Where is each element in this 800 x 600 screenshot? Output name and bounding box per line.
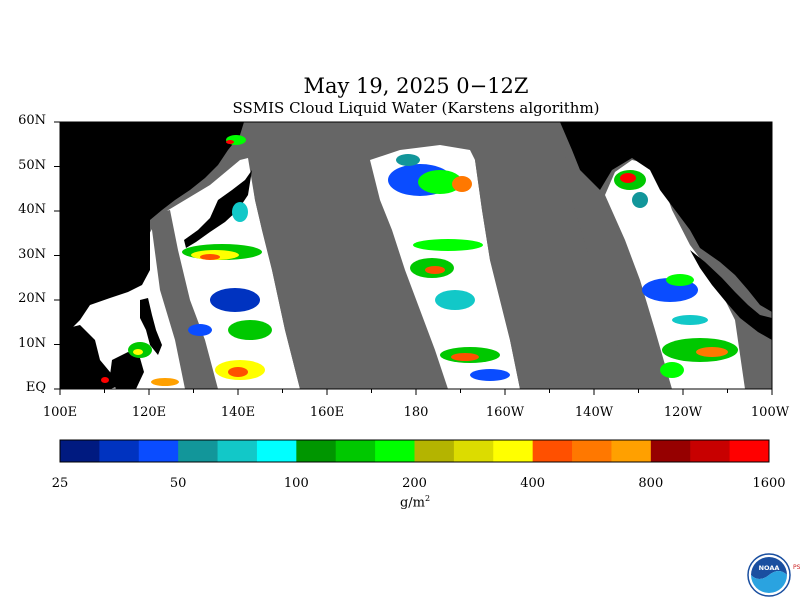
colorbar-swatch [453, 440, 494, 462]
latitude-label: 20N [18, 291, 46, 306]
colorbar-swatch [414, 440, 455, 462]
colorbar-unit: g/m2 [399, 494, 431, 511]
colorbar-swatch [178, 440, 219, 462]
data-gap [244, 122, 395, 389]
colorbar-swatch [60, 440, 100, 462]
noaa-logo-icon: NOAA [747, 553, 791, 597]
latitude-label: 40N [18, 202, 46, 217]
map-title: May 19, 2025 0−12Z [303, 74, 529, 98]
longitude-label: 140W [574, 405, 614, 420]
longitude-label: 180 [403, 405, 429, 420]
data-gap [470, 122, 630, 389]
data-gap [150, 210, 218, 389]
longitude-label: 120W [663, 405, 703, 420]
land-indochina [60, 325, 122, 389]
latitude-label: 30N [18, 246, 46, 262]
colorbar-swatch [335, 440, 376, 462]
cloud-water-field [101, 135, 738, 386]
latitude-label: EQ [25, 380, 46, 395]
colorbar-swatch [375, 440, 415, 462]
latitude-label: 60N [18, 113, 46, 128]
colorbar-swatch [532, 440, 573, 462]
colorbar-label: 50 [169, 476, 187, 491]
colorbar-swatch [650, 440, 691, 462]
longitude-label: 140E [220, 405, 256, 420]
colorbar-swatch [99, 440, 140, 462]
map-subtitle: SSMIS Cloud Liquid Water (Karstens algor… [232, 99, 600, 117]
logo-side-text: PSL [793, 564, 800, 571]
colorbar-swatch [611, 440, 652, 462]
svg-text:NOAA: NOAA [759, 564, 780, 572]
land-borneo [110, 352, 144, 389]
longitude-label: 160W [485, 405, 525, 420]
colorbar-label: 400 [520, 476, 546, 491]
colorbar-swatch [572, 440, 612, 462]
colorbar-swatch [729, 440, 770, 462]
land-philippines [140, 298, 162, 355]
land-mexico [690, 250, 772, 340]
latitude-label: 50N [18, 157, 46, 173]
longitude-label: 100E [42, 405, 78, 420]
axis-ticks [54, 121, 773, 395]
colorbar-swatch [493, 440, 534, 462]
land-north-america [560, 122, 772, 312]
longitude-label: 100W [750, 405, 790, 420]
colorbar-swatch [690, 440, 731, 462]
colorbar-swatch [296, 440, 337, 462]
colorbar-swatch [138, 440, 179, 462]
longitude-label: 120E [131, 405, 167, 420]
latitude-label: 10N [18, 335, 46, 351]
colorbar-label: 25 [51, 476, 69, 491]
land-japan [184, 170, 252, 248]
longitude-label: 160E [309, 405, 345, 420]
land-asia [60, 122, 244, 330]
colorbar-label: 1600 [752, 476, 786, 491]
colorbar-swatch [256, 440, 297, 462]
colorbar-label: 100 [283, 476, 309, 491]
colorbar-label: 200 [402, 476, 427, 491]
colorbar-label: 800 [638, 476, 664, 491]
colorbar-frame [59, 439, 770, 463]
colorbar-swatch [217, 440, 258, 462]
colorbar [60, 440, 770, 462]
